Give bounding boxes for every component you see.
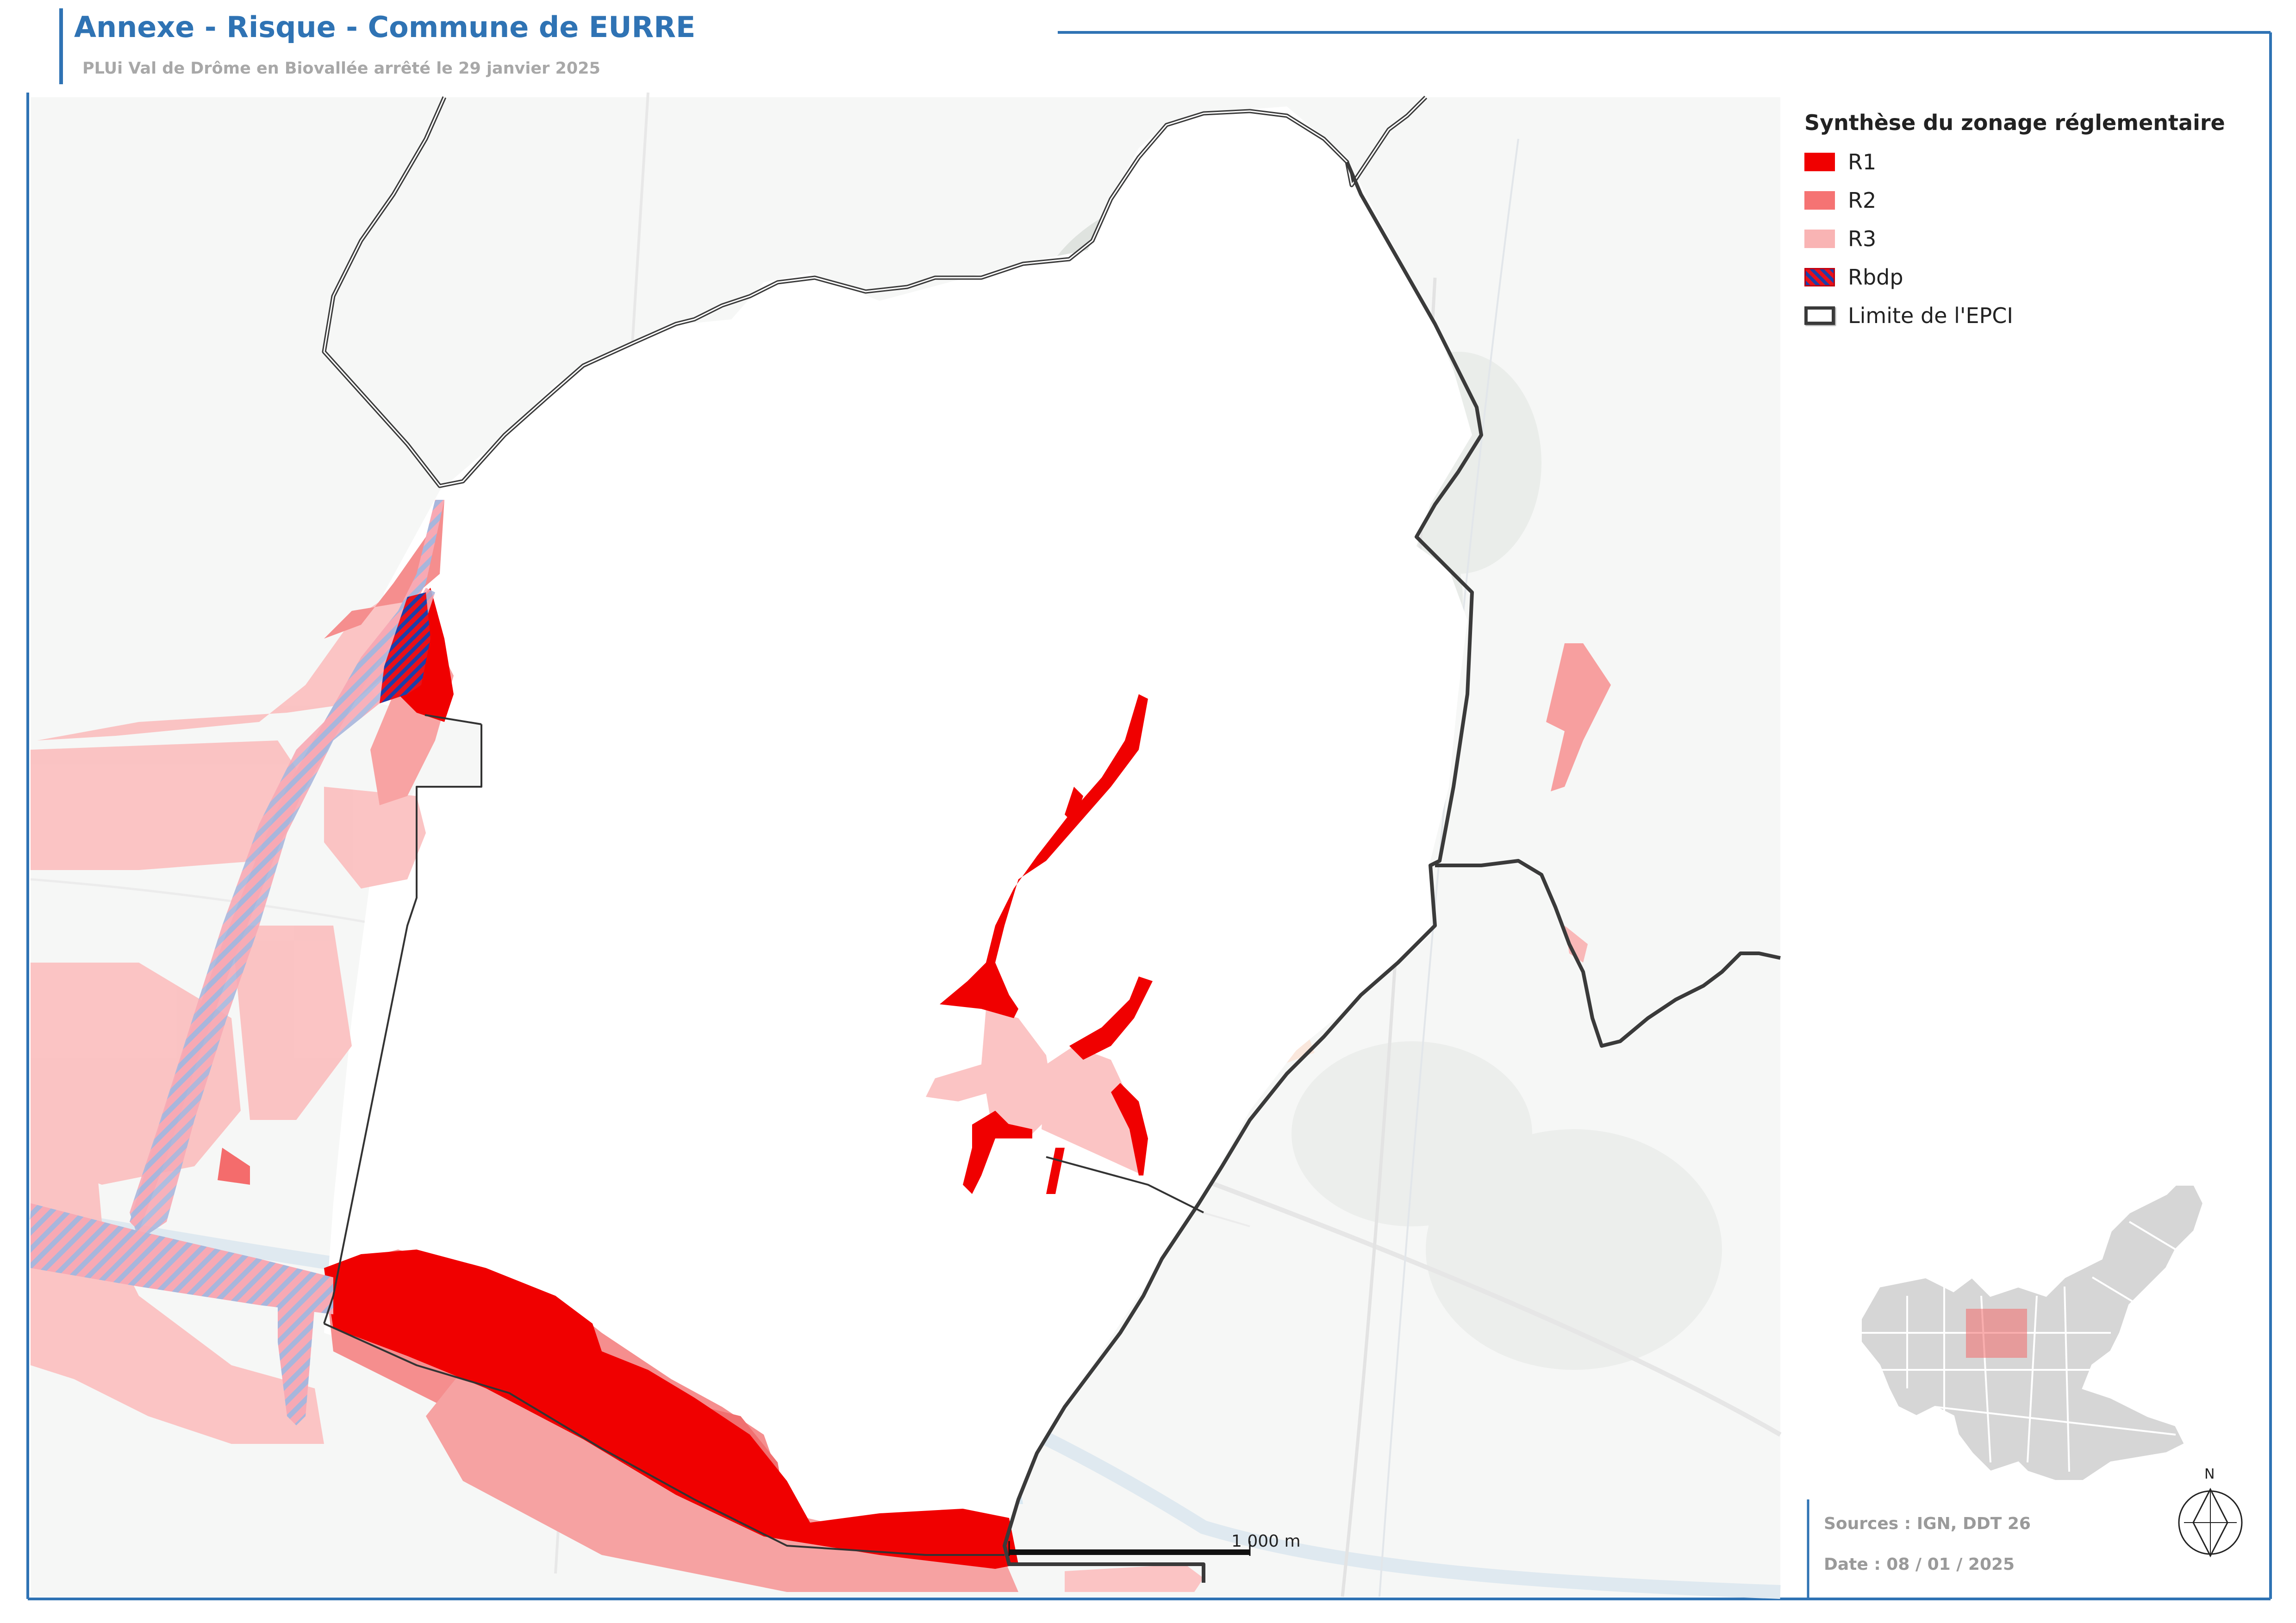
legend-item-r2: R2	[1804, 188, 1877, 213]
legend-swatch-rbdp	[1804, 268, 1835, 286]
legend-swatch-r1	[1804, 153, 1835, 171]
epci-boundary	[322, 95, 1781, 1583]
commune-area	[324, 106, 1472, 1555]
page-subtitle: PLUi Val de Drôme en Biovallée arrêté le…	[82, 59, 600, 78]
legend-item-r3: R3	[1804, 226, 1877, 251]
north-arrow-label: N	[2204, 1466, 2215, 1482]
legend-label-r2: R2	[1848, 188, 1877, 213]
locator-map	[1860, 1184, 2205, 1482]
legend-item-epci: Limite de l'EPCI	[1804, 303, 2013, 328]
legend-label-epci: Limite de l'EPCI	[1848, 303, 2013, 328]
legend-label-rbdp: Rbdp	[1848, 265, 1903, 290]
sources-text: Sources : IGN, DDT 26	[1824, 1514, 2031, 1533]
zone-rbdp	[31, 500, 444, 1425]
legend-swatch-r3	[1804, 230, 1835, 248]
north-arrow[interactable]	[2178, 1487, 2243, 1558]
legend-label-r3: R3	[1848, 226, 1877, 251]
legend-label-r1: R1	[1848, 149, 1877, 174]
legend-item-rbdp: Rbdp	[1804, 265, 1903, 290]
legend-item-r1: R1	[1804, 149, 1877, 174]
date-text: Date : 08 / 01 / 2025	[1824, 1555, 2015, 1574]
scale-bar-label: 1 000 m	[1231, 1532, 1301, 1551]
scale-bar	[1008, 1541, 1251, 1556]
header-frame	[26, 8, 2272, 1600]
page-title: Annexe - Risque - Commune de EURRE	[74, 10, 696, 44]
legend-swatch-r2	[1804, 191, 1835, 210]
legend-swatch-epci	[1804, 306, 1835, 325]
legend-title: Synthèse du zonage réglementaire	[1804, 110, 2225, 135]
